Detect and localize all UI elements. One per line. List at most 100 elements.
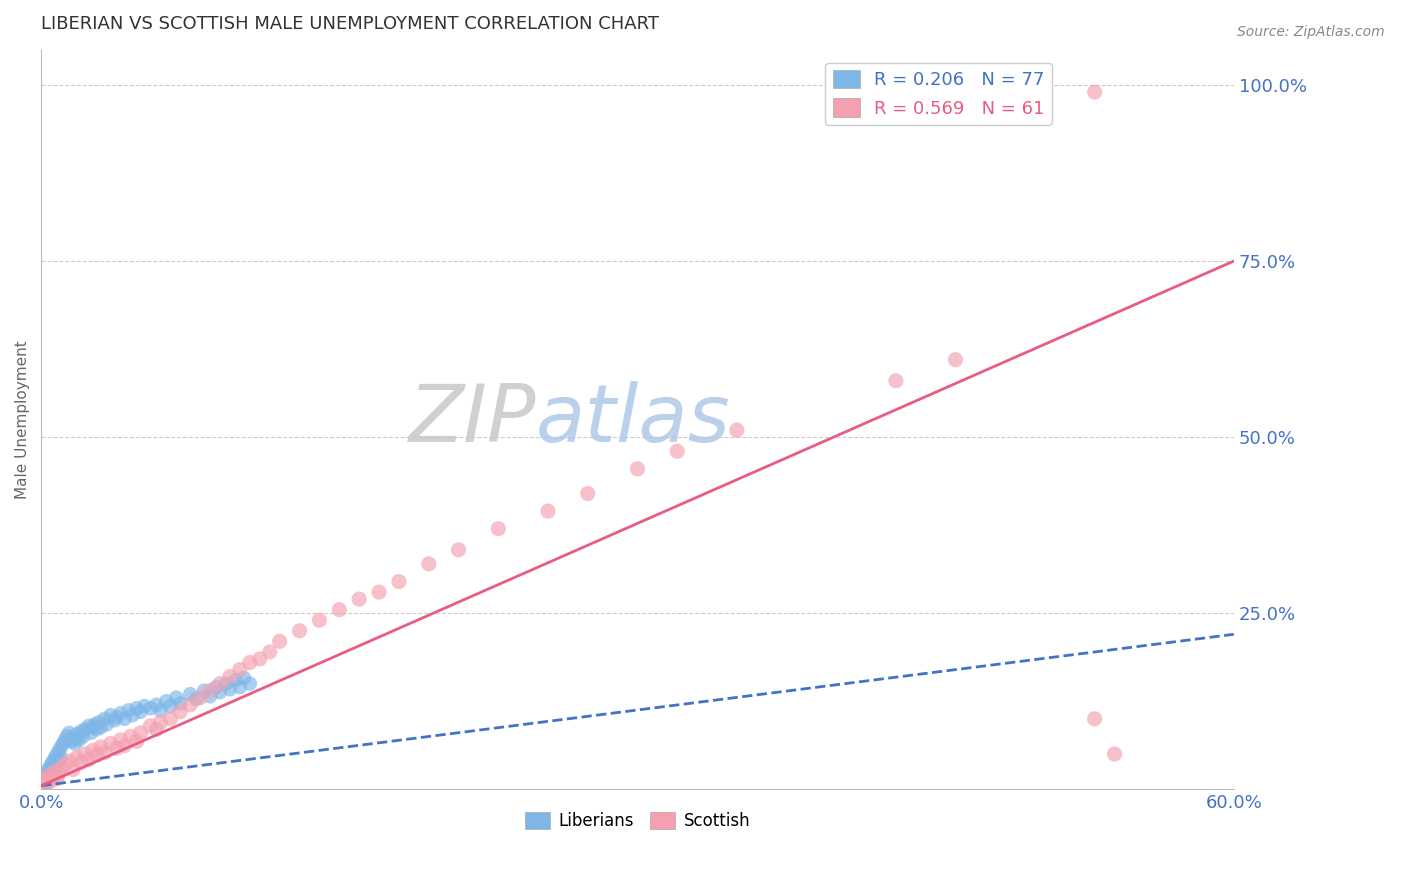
Point bbox=[145, 723, 167, 737]
Point bbox=[34, 772, 56, 786]
Point bbox=[188, 690, 211, 705]
Point bbox=[232, 671, 254, 685]
Point bbox=[626, 462, 648, 476]
Point bbox=[388, 574, 411, 589]
Point bbox=[38, 768, 60, 782]
Point bbox=[259, 645, 281, 659]
Point bbox=[418, 557, 440, 571]
Point bbox=[42, 754, 65, 768]
Point bbox=[38, 766, 60, 780]
Point bbox=[70, 756, 93, 770]
Point bbox=[39, 772, 62, 786]
Point bbox=[159, 699, 181, 714]
Point bbox=[90, 720, 112, 734]
Point bbox=[225, 673, 247, 687]
Point bbox=[58, 754, 80, 768]
Point bbox=[208, 685, 231, 699]
Point bbox=[35, 775, 58, 789]
Point bbox=[229, 663, 252, 677]
Point bbox=[725, 423, 748, 437]
Point bbox=[149, 703, 172, 717]
Point bbox=[576, 486, 599, 500]
Point bbox=[39, 757, 62, 772]
Point bbox=[198, 690, 221, 704]
Point bbox=[165, 690, 187, 705]
Point bbox=[125, 734, 148, 748]
Point bbox=[169, 696, 191, 710]
Point bbox=[35, 764, 58, 779]
Point bbox=[93, 712, 115, 726]
Point bbox=[269, 634, 291, 648]
Point bbox=[63, 736, 86, 750]
Point bbox=[134, 699, 156, 714]
Text: Source: ZipAtlas.com: Source: ZipAtlas.com bbox=[1237, 25, 1385, 39]
Point bbox=[169, 705, 191, 719]
Point bbox=[368, 585, 391, 599]
Point bbox=[62, 731, 84, 746]
Point bbox=[35, 772, 58, 786]
Point bbox=[86, 748, 108, 763]
Point bbox=[38, 761, 60, 775]
Point bbox=[42, 770, 65, 784]
Point bbox=[1084, 85, 1107, 99]
Point bbox=[77, 753, 100, 767]
Point bbox=[49, 739, 72, 754]
Point bbox=[104, 713, 127, 727]
Point bbox=[34, 776, 56, 790]
Point bbox=[129, 705, 152, 719]
Point bbox=[114, 712, 136, 726]
Point bbox=[198, 683, 221, 698]
Point bbox=[32, 775, 55, 789]
Point bbox=[666, 444, 689, 458]
Point bbox=[308, 613, 330, 627]
Point bbox=[46, 756, 69, 770]
Point bbox=[205, 680, 228, 694]
Point bbox=[70, 724, 93, 739]
Point bbox=[139, 701, 162, 715]
Point bbox=[145, 698, 167, 712]
Point bbox=[39, 773, 62, 788]
Point bbox=[884, 374, 907, 388]
Point bbox=[229, 680, 252, 694]
Point bbox=[219, 682, 242, 697]
Point bbox=[121, 708, 143, 723]
Point bbox=[1084, 712, 1107, 726]
Point bbox=[219, 669, 242, 683]
Point bbox=[48, 753, 70, 767]
Point bbox=[117, 703, 139, 717]
Point bbox=[48, 743, 70, 757]
Point bbox=[100, 708, 122, 723]
Point bbox=[120, 730, 142, 744]
Point bbox=[347, 592, 370, 607]
Legend: Liberians, Scottish: Liberians, Scottish bbox=[517, 805, 756, 837]
Point bbox=[139, 719, 162, 733]
Point bbox=[56, 730, 79, 744]
Point bbox=[110, 706, 132, 721]
Point bbox=[100, 736, 122, 750]
Point bbox=[537, 504, 560, 518]
Point bbox=[38, 770, 60, 784]
Point bbox=[86, 723, 108, 737]
Point bbox=[73, 723, 96, 737]
Point bbox=[105, 741, 128, 756]
Point bbox=[66, 750, 89, 764]
Point bbox=[46, 747, 69, 761]
Point bbox=[82, 720, 104, 734]
Point bbox=[80, 726, 103, 740]
Text: atlas: atlas bbox=[536, 381, 731, 458]
Point bbox=[149, 715, 172, 730]
Point bbox=[288, 624, 311, 638]
Point bbox=[90, 739, 112, 754]
Point bbox=[44, 750, 66, 764]
Point bbox=[239, 656, 262, 670]
Point bbox=[87, 715, 110, 730]
Point bbox=[73, 747, 96, 761]
Point bbox=[44, 760, 66, 774]
Point bbox=[179, 687, 201, 701]
Point bbox=[82, 743, 104, 757]
Point bbox=[42, 763, 65, 777]
Point bbox=[486, 522, 509, 536]
Point bbox=[72, 730, 94, 744]
Point bbox=[49, 761, 72, 775]
Y-axis label: Male Unemployment: Male Unemployment bbox=[15, 340, 30, 499]
